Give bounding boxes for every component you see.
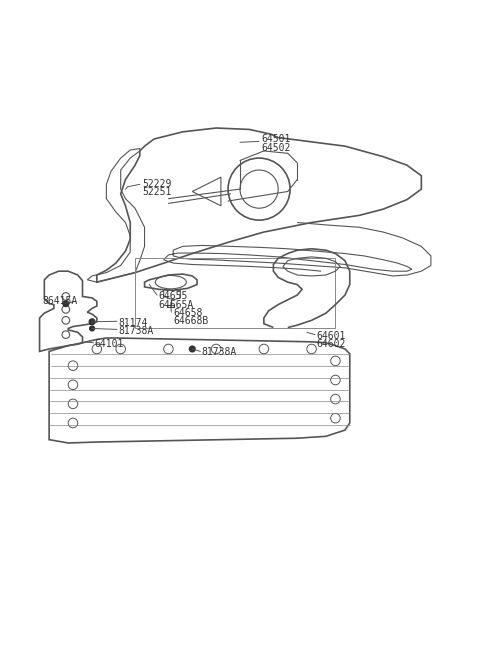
Text: 81738A: 81738A [118,326,154,336]
Text: 86415A: 86415A [42,296,77,307]
Text: 81738A: 81738A [202,347,237,358]
Text: 64665A: 64665A [159,299,194,310]
Text: 64502: 64502 [262,143,291,153]
Circle shape [63,301,69,307]
Text: 81174: 81174 [118,318,148,328]
Text: 64655: 64655 [159,291,188,301]
Circle shape [90,326,95,331]
Text: 52229: 52229 [142,179,171,189]
Circle shape [89,319,95,325]
Text: 52251: 52251 [142,187,171,197]
Text: 64602: 64602 [316,339,346,349]
Text: 64668B: 64668B [173,316,208,326]
Text: 64601: 64601 [316,331,346,341]
Text: 64501: 64501 [262,134,291,144]
Text: 64658: 64658 [173,309,203,318]
Circle shape [190,346,195,352]
Text: 64101: 64101 [95,339,124,349]
